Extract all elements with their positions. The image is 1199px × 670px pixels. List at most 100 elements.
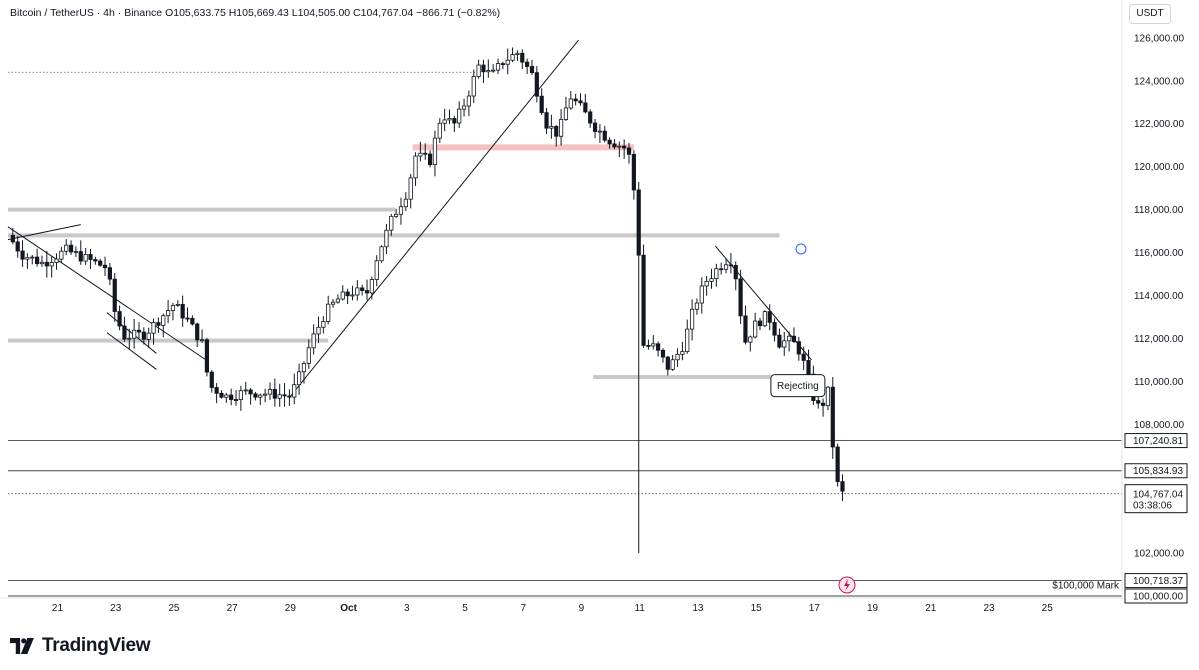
candle-bull [437,122,442,139]
candle-bull [787,335,792,342]
candle-bull [704,280,709,287]
candle-bull [301,362,307,373]
price-level-tag [1124,573,1188,589]
support-band [8,207,396,212]
candle-bear [767,311,772,323]
candle-bear [656,343,661,351]
price-tick-label: 108,000.00 [1134,420,1184,431]
candle-bear [622,145,627,149]
candle-bull [316,326,321,335]
candle-bull [670,359,675,370]
time-tick-label: 15 [751,603,763,614]
candle-bull [355,287,360,296]
candle-bear [791,335,797,343]
candle-bear [777,334,782,348]
currency-selector[interactable]: USDT [1129,4,1171,24]
trendline [7,224,81,241]
candle-bull [491,69,496,72]
candle-bear [253,393,258,398]
candle-bear [204,339,210,373]
wedge-line [106,332,157,370]
candle-bull [64,244,69,252]
candle-bull [447,118,452,121]
candle-bear [602,130,607,141]
candle-bull [413,155,418,179]
candle-bear [195,323,200,341]
candle-bull [199,339,205,342]
support-band [593,375,815,380]
candle-bull [680,351,685,355]
price-level-tag [1124,588,1188,604]
time-tick-label: 23 [110,603,122,614]
candle-bull [224,394,229,398]
price-level-tag [1124,433,1188,449]
candle-bear [626,147,632,155]
candle-bear [525,61,530,67]
brand-name: TradingView [42,635,151,656]
candle-bull [675,353,680,361]
candle-bull [466,95,472,107]
candle-bull [709,278,714,282]
last-price-label: 104,767.04 [1133,490,1183,501]
candle-bear [801,353,806,361]
candle-bull [685,328,690,353]
candle-bull [495,63,501,71]
candle-bear [772,321,777,336]
tradingview-brand[interactable]: TradingView [10,634,151,658]
candle-bear [68,244,74,253]
candle-bear [44,261,49,267]
candle-bull [442,119,447,124]
tradingview-logo-icon [10,638,34,654]
candle-bull [267,389,273,395]
candle-bull [170,304,176,311]
candle-bull [432,137,438,166]
candle-bear [248,389,253,395]
candle-bear [360,287,365,291]
candle-bear [820,402,826,406]
candle-bear [282,394,287,397]
time-tick-label: 29 [285,603,297,614]
candle-bear [631,153,636,191]
candle-bear [796,341,801,355]
candle-bear [233,399,239,401]
candle-bear [102,264,108,269]
candle-bull [457,108,462,124]
candle-bear [612,143,617,148]
candle-bear [539,95,544,114]
candle-bear [738,278,743,317]
time-tick-label: 25 [168,603,180,614]
candle-bull [369,279,374,294]
candle-bear [481,64,486,73]
candle-bull [306,347,311,364]
candle-bull [549,125,554,129]
candle-bull [166,310,171,317]
price-tick-label: 114,000.00 [1134,291,1184,302]
candle-bull [243,389,248,392]
price-tick-label: 120,000.00 [1134,162,1184,173]
candle-bull [558,119,564,137]
candle-bear [20,250,25,260]
candle-bear [219,392,224,398]
candle-bull [146,332,151,340]
supply-zone [412,144,634,151]
candle-bull [277,394,282,399]
trendline [289,39,579,397]
time-tick-label: 17 [809,603,821,614]
candle-bull [461,105,467,110]
candle-bear [529,66,535,74]
candle-bear [88,254,93,260]
candle-bear [136,329,142,333]
candle-bear [10,234,15,243]
time-tick-label: 19 [867,603,879,614]
candle-bear [816,400,821,404]
candle-bull [292,384,297,398]
candle-bear [835,446,840,482]
candle-bear [660,349,666,358]
candle-bull [403,198,408,208]
candle-bear [112,278,117,312]
candle-bear [733,264,738,280]
price-tick-label: 126,000.00 [1134,33,1184,44]
candle-bull [83,254,88,262]
